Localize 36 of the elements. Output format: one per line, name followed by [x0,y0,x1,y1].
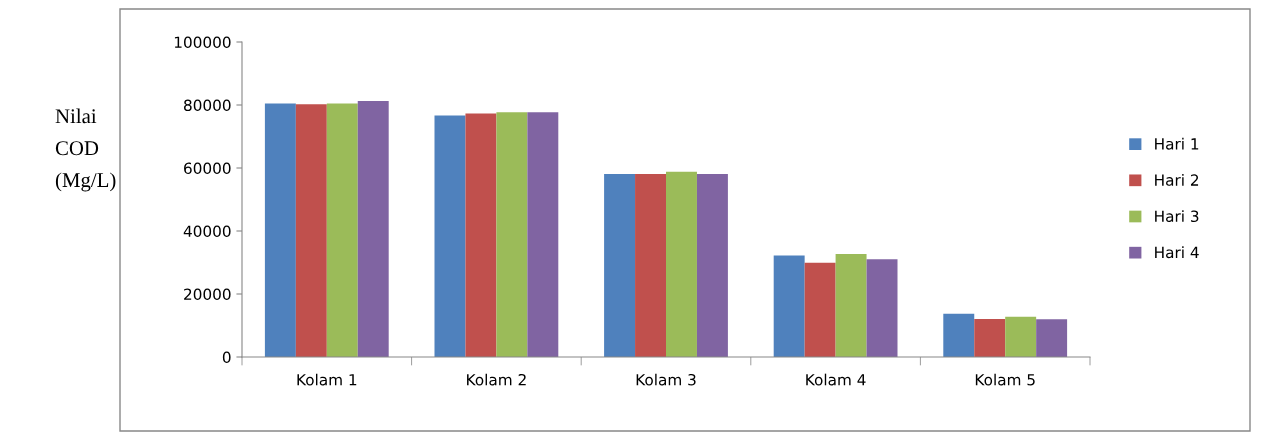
y-tick-label: 0 [222,351,231,364]
legend-label: Hari 2 [1155,174,1199,186]
bar [604,173,636,357]
x-tick-label: Kolam 2 [467,373,526,386]
bar [696,173,728,357]
legend-label: Hari 1 [1155,137,1199,150]
bar [943,313,975,357]
bar [326,103,358,357]
bar [835,254,867,357]
bar [666,171,697,357]
legend-label: Hari 4 [1155,246,1199,259]
y-tick-label: 80000 [184,99,231,112]
x-tick-label: Kolam 1 [297,373,357,386]
y-tick-label: 20000 [184,288,231,301]
bar [465,113,497,357]
bar [527,112,559,357]
bar [295,104,327,357]
bar [866,259,898,357]
bar [1005,316,1037,357]
bar [357,100,389,357]
x-tick-label: Kolam 5 [975,373,1035,386]
y-axis-title: Nilai COD (Mg/L) [55,108,116,192]
y-tick-label: 100000 [174,36,231,49]
bar [496,112,528,357]
y-tick-label: 40000 [183,225,231,238]
y-tick-label: 60000 [184,162,231,175]
bar [773,255,805,357]
x-tick-label: Kolam 3 [636,373,696,386]
bar [1036,319,1068,357]
bar [434,115,466,357]
bar [635,173,666,357]
bar [264,103,296,357]
x-tick-label: Kolam 4 [806,373,866,386]
bar [804,262,836,357]
bar [974,318,1006,357]
legend-label: Hari 3 [1155,210,1199,223]
